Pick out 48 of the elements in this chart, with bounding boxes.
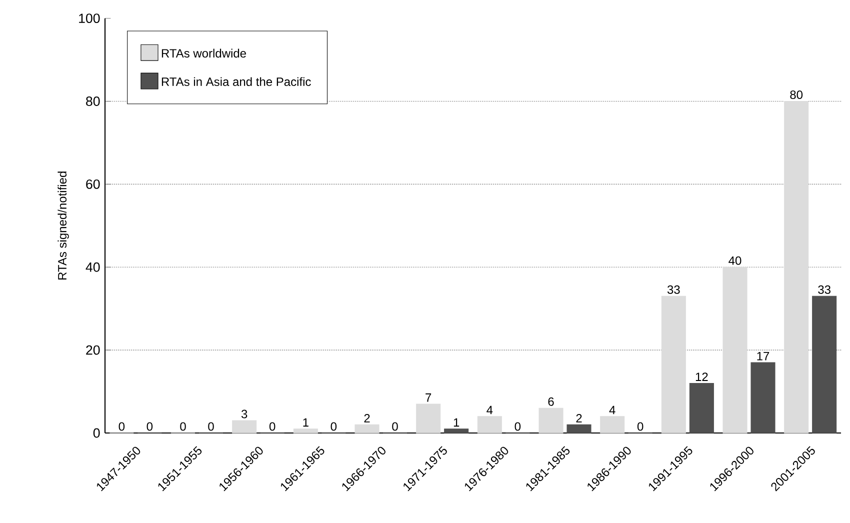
y-tick-label: 80 <box>86 96 100 106</box>
y-axis-title: RTAs signed/notified <box>58 172 69 280</box>
data-label: 7 <box>426 393 432 402</box>
bar <box>354 424 380 434</box>
data-label: 12 <box>696 372 708 381</box>
y-tick-label: 20 <box>86 345 100 355</box>
data-label: 2 <box>364 414 370 422</box>
y-tick-label: 60 <box>86 179 100 189</box>
data-label: 0 <box>330 422 337 431</box>
data-label: 80 <box>790 90 803 99</box>
data-label: 0 <box>269 422 276 431</box>
data-label: 0 <box>514 422 521 431</box>
bar <box>600 416 625 434</box>
y-tick-label: 100 <box>79 14 100 24</box>
bar <box>750 362 776 434</box>
data-label: 1 <box>303 418 308 427</box>
data-label: 4 <box>609 406 616 414</box>
data-label: 33 <box>667 285 680 294</box>
data-label: 6 <box>548 397 554 406</box>
bar <box>444 428 469 434</box>
data-label: 4 <box>486 406 493 414</box>
bar <box>566 424 592 434</box>
data-label: 0 <box>392 422 398 431</box>
bar <box>812 296 837 434</box>
y-tick-label: 40 <box>86 262 100 272</box>
data-label: 0 <box>118 422 125 431</box>
data-label: 0 <box>637 422 644 431</box>
data-label: 0 <box>180 422 186 431</box>
data-label: 1 <box>454 418 460 427</box>
bar <box>477 416 502 434</box>
bar <box>538 408 564 434</box>
data-label: 0 <box>146 422 153 431</box>
data-label: 17 <box>757 352 770 360</box>
bar <box>722 266 748 434</box>
bar <box>661 296 686 434</box>
data-label: 2 <box>576 414 582 422</box>
bar <box>293 428 318 434</box>
y-tick-label: 0 <box>93 428 100 438</box>
data-label: 0 <box>208 422 214 431</box>
data-label: 33 <box>818 285 830 294</box>
legend-label: RTAs worldwide <box>162 48 246 58</box>
bar <box>416 404 441 434</box>
legend-label: RTAs in Asia and the Pacific <box>162 77 311 86</box>
data-label: 3 <box>241 410 248 418</box>
data-label: 40 <box>728 256 742 265</box>
bar <box>232 420 257 434</box>
bar <box>784 100 809 434</box>
bar <box>689 382 714 434</box>
